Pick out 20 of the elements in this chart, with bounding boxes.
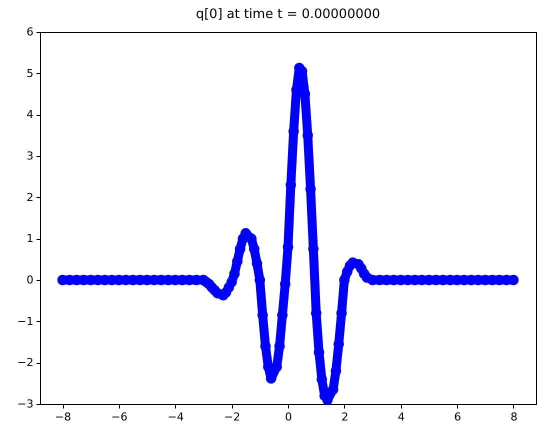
x-tick-label: 0 (285, 410, 292, 424)
y-tick-label: −3 (17, 398, 34, 410)
y-tick-label: 6 (26, 26, 34, 38)
x-tick-label: −2 (224, 410, 240, 424)
x-tick-label: −4 (168, 410, 184, 424)
x-tick-label: −8 (54, 410, 72, 424)
x-tick-label: 2 (341, 410, 348, 424)
y-tick-label: 5 (26, 66, 34, 80)
x-tick-label: 4 (398, 410, 405, 424)
x-tick-label: −6 (111, 410, 128, 424)
y-tick-label: 2 (26, 190, 34, 204)
x-tick-label: 8 (510, 410, 518, 424)
y-tick-label: 4 (26, 108, 34, 122)
y-tick-label: 1 (26, 232, 34, 246)
x-tick-label: 6 (454, 410, 462, 424)
y-tick-label: 0 (26, 274, 34, 286)
y-tick-label: −2 (17, 356, 34, 370)
y-tick-label: −1 (17, 314, 34, 328)
chart-title: q[0] at time t = 0.00000000 (196, 7, 380, 22)
y-tick-label: 3 (26, 150, 34, 162)
